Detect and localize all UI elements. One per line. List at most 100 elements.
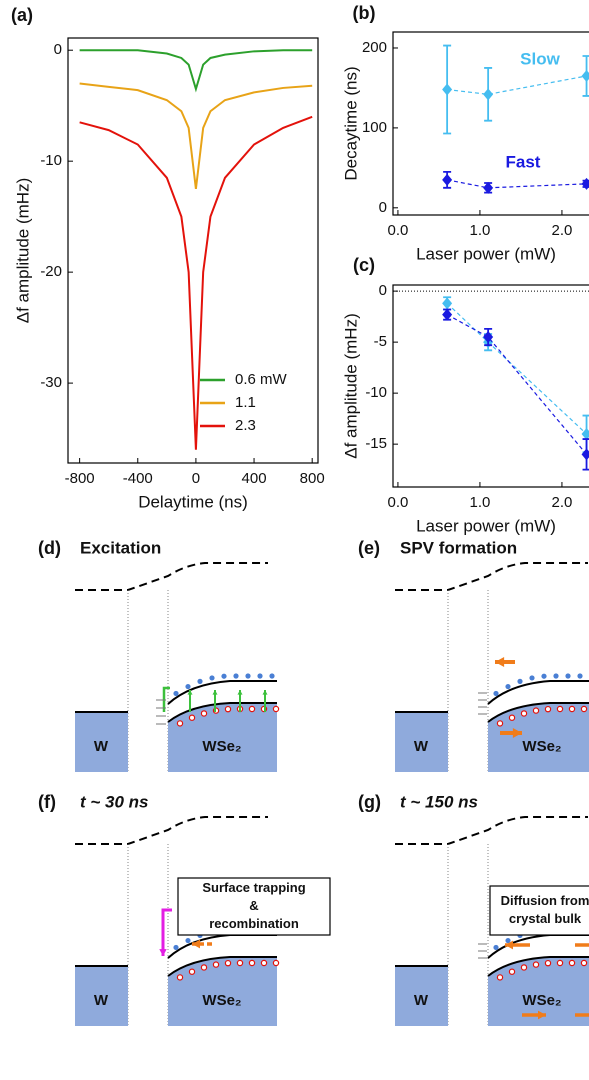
arrow-head (237, 690, 243, 695)
diagram-label: (f) (38, 792, 56, 812)
metal-label: W (414, 992, 429, 1009)
diagram-title: t ~ 150 ns (400, 792, 478, 811)
note-box (489, 885, 589, 936)
hole (212, 961, 220, 968)
x-tick-label: 800 (300, 470, 325, 487)
semiconductor-label: WSe₂ (522, 992, 561, 1009)
x-tick-label: 0.0 (387, 222, 408, 239)
electron (209, 675, 215, 681)
marker (483, 331, 494, 344)
hole (236, 959, 244, 967)
note-line: Surface trapping (202, 880, 305, 895)
metal-label: W (94, 992, 109, 1009)
marker (483, 88, 494, 101)
data-line (79, 115, 313, 450)
x-tick-label: 2.0 (552, 494, 573, 511)
excitation-bracket (162, 686, 170, 712)
hole (496, 720, 504, 727)
panel-label: (b) (353, 3, 376, 23)
metal (75, 712, 128, 772)
x-tick-label: -800 (65, 470, 95, 487)
hole (188, 714, 196, 721)
electron (493, 944, 499, 951)
hole (260, 959, 268, 967)
y-tick-label: 0 (379, 199, 387, 216)
electron (221, 673, 227, 679)
electron (541, 673, 547, 679)
hole (520, 710, 528, 717)
y-tick-label: 100 (362, 119, 387, 136)
hole (176, 720, 184, 727)
panel-label: (c) (353, 255, 375, 275)
valence-band (167, 702, 277, 723)
arrow-head (212, 690, 218, 695)
metal-label: W (94, 738, 109, 755)
note-line: Diffusion from (501, 893, 589, 908)
y-tick-label: 0 (54, 41, 62, 58)
hole (200, 964, 208, 971)
hole (580, 959, 588, 967)
y-axis-label: Δf amplitude (mHz) (13, 178, 32, 324)
arrow-head (159, 949, 167, 956)
semiconductor (168, 957, 277, 1026)
data-line (79, 82, 313, 190)
metal (395, 712, 448, 772)
connector (446, 302, 587, 435)
metal (75, 966, 128, 1026)
marker (442, 173, 453, 186)
metal (395, 966, 448, 1026)
plot-frame (392, 31, 589, 216)
y-tick-label: -10 (40, 152, 62, 169)
diagram-title: Excitation (80, 538, 161, 557)
valence-band (167, 956, 277, 977)
legend-label: 0.6 mW (235, 371, 288, 388)
conduction-band (167, 934, 277, 959)
diagram-label: (d) (38, 538, 61, 558)
y-tick-label: 0 (379, 282, 387, 299)
hole (556, 959, 564, 967)
electron (245, 673, 251, 679)
metal-label: W (414, 738, 429, 755)
marker (442, 83, 453, 96)
series-label: Fast (506, 152, 541, 171)
hole (580, 705, 588, 713)
conduction-band (487, 680, 589, 705)
hole (248, 705, 256, 713)
electron (505, 937, 511, 944)
note-line: & (249, 898, 258, 913)
x-tick-label: 1.0 (469, 222, 490, 239)
x-tick-label: 0.0 (387, 494, 408, 511)
x-tick-label: 2.0 (552, 222, 573, 239)
arrow-head (192, 939, 200, 949)
marker (581, 427, 589, 440)
diagram-label: (g) (358, 792, 381, 812)
arrow-head (495, 657, 505, 667)
semiconductor (168, 703, 277, 772)
electron (257, 673, 263, 679)
hole (568, 959, 576, 967)
semiconductor-label: WSe₂ (202, 992, 241, 1009)
electron (269, 673, 275, 679)
diagram-title: t ~ 30 ns (80, 792, 149, 811)
semiconductor-label: WSe₂ (522, 738, 561, 755)
marker (581, 69, 589, 82)
hole (556, 705, 564, 713)
legend-label: 1.1 (235, 394, 256, 411)
note-line: recombination (209, 916, 299, 931)
hole (532, 707, 540, 714)
hole (568, 705, 576, 713)
vacuum-level (75, 562, 268, 591)
valence-band (487, 702, 589, 723)
arrow-head (187, 690, 193, 695)
hole (544, 959, 552, 967)
electron (517, 678, 523, 684)
electron (529, 675, 535, 681)
hole (544, 705, 552, 713)
arrow-head (538, 1010, 546, 1020)
electron (233, 673, 239, 679)
marker (581, 177, 589, 190)
hole (520, 964, 528, 971)
hole (188, 968, 196, 975)
panel-label: (a) (11, 5, 33, 25)
